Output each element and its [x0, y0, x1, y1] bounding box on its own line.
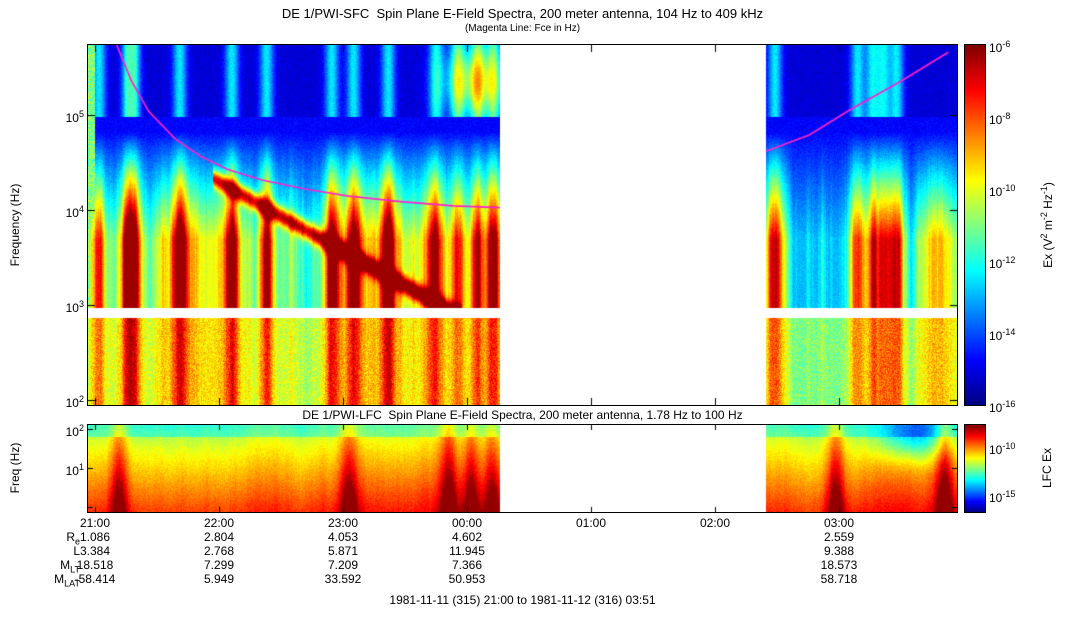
ephemeris-value: 3.384: [79, 544, 111, 558]
lfc-colorbar-frame: [964, 424, 986, 513]
xtick-2200: 22:00: [203, 516, 235, 530]
ephemeris-row-label-mlat: MLAT: [54, 572, 80, 589]
ephemeris-value: 1.086: [79, 530, 111, 544]
ephemeris-value: 11.945: [449, 544, 485, 558]
lfc-ytick: 102: [65, 423, 84, 439]
xtick-2300: 23:00: [327, 516, 359, 530]
sfc-title: DE 1/PWI-SFC Spin Plane E-Field Spectra,…: [281, 6, 764, 21]
sfc-colorbar-tick: 10-10: [989, 183, 1016, 199]
ephemeris-row-label-re: Re: [66, 530, 80, 547]
sfc-panel: [87, 44, 958, 406]
sfc-colorbar-label: Ex (V2 m-2 Hz-1): [1039, 182, 1055, 268]
ephemeris-value: 2.559: [823, 530, 855, 544]
ephemeris-value: -58.414: [74, 572, 116, 586]
sfc-ytick: 104: [65, 204, 84, 220]
ephemeris-value: 18.573: [820, 558, 858, 572]
sfc-colorbar-frame: [964, 44, 986, 406]
ephemeris-value: 7.299: [203, 558, 235, 572]
lfc-spectrogram: [88, 425, 957, 512]
sfc-colorbar-tick: 10-16: [989, 399, 1016, 415]
ephemeris-value: 58.718: [820, 572, 858, 586]
sfc-subtitle: (Magenta Line: Fce in Hz): [464, 23, 581, 34]
ephemeris-value: 7.366: [451, 558, 483, 572]
ephemeris-value: 33.592: [324, 572, 362, 586]
ephemeris-value: 7.209: [327, 558, 359, 572]
lfc-colorbar-tick: 10-10: [989, 441, 1016, 457]
xtick-0200: 02:00: [699, 516, 731, 530]
ephemeris-value: 18.518: [76, 558, 114, 572]
lfc-colorbar-label: LFC Ex: [1040, 447, 1054, 489]
xtick-2100: 21:00: [79, 516, 111, 530]
time-range-caption: 1981-11-11 (315) 21:00 to 1981-11-12 (31…: [389, 593, 656, 607]
sfc-ytick: 102: [65, 394, 84, 410]
sfc-ytick: 103: [65, 299, 84, 315]
sfc-colorbar: [965, 45, 985, 405]
ephemeris-row-label-l: L: [73, 544, 80, 558]
ephemeris-value: 2.768: [203, 544, 235, 558]
ephemeris-value: 4.053: [327, 530, 359, 544]
sfc-colorbar-tick: 10-14: [989, 327, 1016, 343]
xtick-0000: 00:00: [451, 516, 483, 530]
ephemeris-value: 50.953: [448, 572, 486, 586]
lfc-panel: [87, 424, 958, 513]
lfc-colorbar: [965, 425, 985, 512]
lfc-ylabel: Freq (Hz): [8, 442, 22, 494]
sfc-ytick: 105: [65, 109, 84, 125]
ephemeris-value: 5.949: [203, 572, 235, 586]
sfc-spectrogram: [88, 45, 957, 405]
sfc-ylabel: Frequency (Hz): [8, 183, 22, 267]
sfc-colorbar-tick: 10-8: [989, 111, 1011, 127]
ephemeris-value: 2.804: [203, 530, 235, 544]
lfc-colorbar-tick: 10-15: [989, 489, 1016, 505]
lfc-ytick: 101: [65, 462, 84, 478]
lfc-title: DE 1/PWI-LFC Spin Plane E-Field Spectra,…: [302, 408, 743, 422]
ephemeris-row-label-mlt: MLT: [60, 558, 80, 575]
xtick-0100: 01:00: [575, 516, 607, 530]
ephemeris-value: 5.871: [327, 544, 359, 558]
sfc-colorbar-tick: 10-12: [989, 255, 1016, 271]
ephemeris-value: 4.602: [451, 530, 483, 544]
ephemeris-value: 9.388: [823, 544, 855, 558]
sfc-colorbar-tick: 10-6: [989, 39, 1011, 55]
xtick-0300: 03:00: [823, 516, 855, 530]
